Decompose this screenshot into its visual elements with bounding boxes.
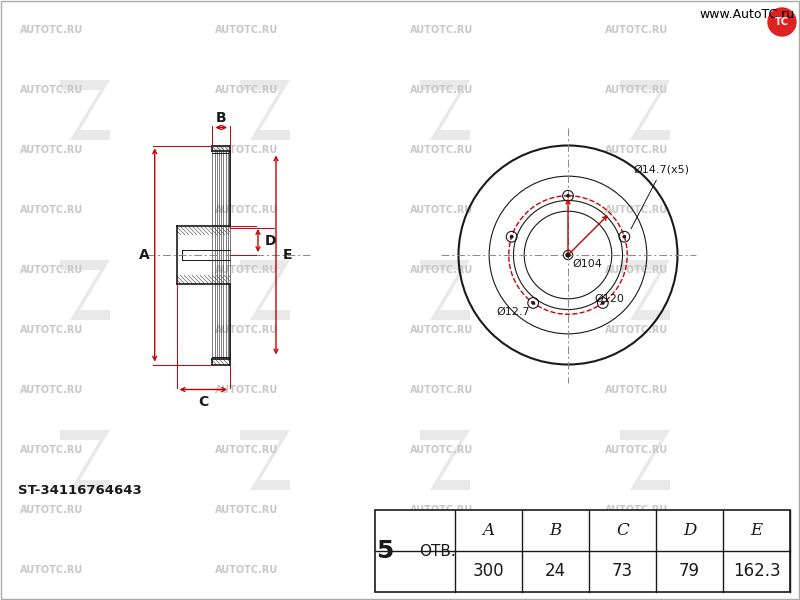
Text: AUTOTC.RU: AUTOTC.RU [20,25,83,35]
Polygon shape [60,430,110,490]
Text: D: D [265,233,277,248]
Text: E: E [750,522,762,539]
Text: D: D [683,522,696,539]
Circle shape [623,235,626,238]
Text: Ø104: Ø104 [572,259,602,269]
Text: AUTOTC.RU: AUTOTC.RU [215,265,278,275]
Text: AUTOTC.RU: AUTOTC.RU [410,505,474,515]
Text: Ø120: Ø120 [594,294,624,304]
Text: TC: TC [775,17,789,27]
Text: AUTOTC.RU: AUTOTC.RU [410,265,474,275]
Text: AUTOTC.RU: AUTOTC.RU [605,325,668,335]
Polygon shape [420,430,470,490]
Text: AUTOTC.RU: AUTOTC.RU [605,25,668,35]
Text: E: E [283,248,293,262]
Text: Ø14.7(x5): Ø14.7(x5) [631,165,690,229]
Text: Ø12.7: Ø12.7 [496,307,530,317]
Text: 300: 300 [473,563,504,581]
Text: AUTOTC.RU: AUTOTC.RU [20,445,83,455]
Text: AUTOTC.RU: AUTOTC.RU [215,505,278,515]
Text: C: C [198,395,209,409]
Text: AUTOTC.RU: AUTOTC.RU [410,385,474,395]
Text: AUTOTC.RU: AUTOTC.RU [215,85,278,95]
Text: AUTOTC.RU: AUTOTC.RU [605,145,668,155]
Text: AUTOTC.RU: AUTOTC.RU [215,145,278,155]
Text: AUTOTC.RU: AUTOTC.RU [605,505,668,515]
Polygon shape [60,80,110,140]
Text: AUTOTC.RU: AUTOTC.RU [215,565,278,575]
Text: AUTOTC.RU: AUTOTC.RU [605,385,668,395]
Polygon shape [620,80,670,140]
Text: AUTOTC.RU: AUTOTC.RU [215,205,278,215]
Polygon shape [240,430,290,490]
Circle shape [566,194,570,197]
Text: AUTOTC.RU: AUTOTC.RU [605,265,668,275]
Text: AUTOTC.RU: AUTOTC.RU [20,85,83,95]
Circle shape [532,302,534,304]
Circle shape [768,8,796,36]
Text: C: C [616,522,629,539]
Text: A: A [482,522,494,539]
Text: AUTOTC.RU: AUTOTC.RU [215,385,278,395]
Text: AUTOTC.RU: AUTOTC.RU [410,445,474,455]
Text: 162.3: 162.3 [733,563,780,581]
Text: AUTOTC.RU: AUTOTC.RU [410,205,474,215]
Text: AUTOTC.RU: AUTOTC.RU [20,385,83,395]
Text: AUTOTC.RU: AUTOTC.RU [20,265,83,275]
Circle shape [566,253,570,257]
Text: AUTOTC.RU: AUTOTC.RU [20,145,83,155]
Text: 73: 73 [612,563,633,581]
Text: AUTOTC.RU: AUTOTC.RU [605,205,668,215]
Text: AUTOTC.RU: AUTOTC.RU [410,85,474,95]
Text: 5: 5 [376,539,394,563]
Text: AUTOTC.RU: AUTOTC.RU [20,505,83,515]
Text: B: B [550,522,562,539]
Text: AUTOTC.RU: AUTOTC.RU [20,325,83,335]
Circle shape [602,302,604,304]
Text: AUTOTC.RU: AUTOTC.RU [605,85,668,95]
Text: www.AutoTC.ru: www.AutoTC.ru [700,8,795,21]
Polygon shape [420,80,470,140]
Text: 24: 24 [545,563,566,581]
Bar [375,510,790,592]
Text: AUTOTC.RU: AUTOTC.RU [410,145,474,155]
Text: AUTOTC.RU: AUTOTC.RU [410,565,474,575]
Text: AUTOTC.RU: AUTOTC.RU [410,325,474,335]
Text: AUTOTC.RU: AUTOTC.RU [20,565,83,575]
Text: AUTOTC.RU: AUTOTC.RU [215,325,278,335]
Text: B: B [216,110,226,124]
Text: ST-34116764643: ST-34116764643 [18,484,142,497]
Text: AUTOTC.RU: AUTOTC.RU [20,205,83,215]
Text: 79: 79 [679,563,700,581]
Polygon shape [60,260,110,320]
Polygon shape [620,260,670,320]
Polygon shape [420,260,470,320]
Circle shape [510,235,513,238]
Polygon shape [240,80,290,140]
Polygon shape [620,430,670,490]
Text: AUTOTC.RU: AUTOTC.RU [605,445,668,455]
Text: AUTOTC.RU: AUTOTC.RU [410,25,474,35]
Text: ОТВ.: ОТВ. [419,545,456,559]
Text: A: A [139,248,150,262]
Text: AUTOTC.RU: AUTOTC.RU [215,445,278,455]
Polygon shape [240,260,290,320]
Text: AUTOTC.RU: AUTOTC.RU [605,565,668,575]
Text: AUTOTC.RU: AUTOTC.RU [215,25,278,35]
